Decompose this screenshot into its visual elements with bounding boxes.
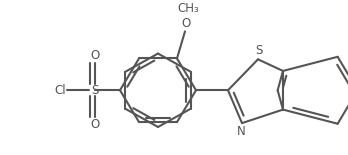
Text: O: O: [90, 49, 100, 62]
Text: S: S: [91, 84, 99, 97]
Text: O: O: [90, 118, 100, 131]
Text: O: O: [181, 18, 191, 30]
Text: S: S: [255, 44, 263, 57]
Text: CH₃: CH₃: [177, 2, 199, 15]
Text: Cl: Cl: [54, 84, 66, 97]
Text: N: N: [237, 125, 245, 138]
